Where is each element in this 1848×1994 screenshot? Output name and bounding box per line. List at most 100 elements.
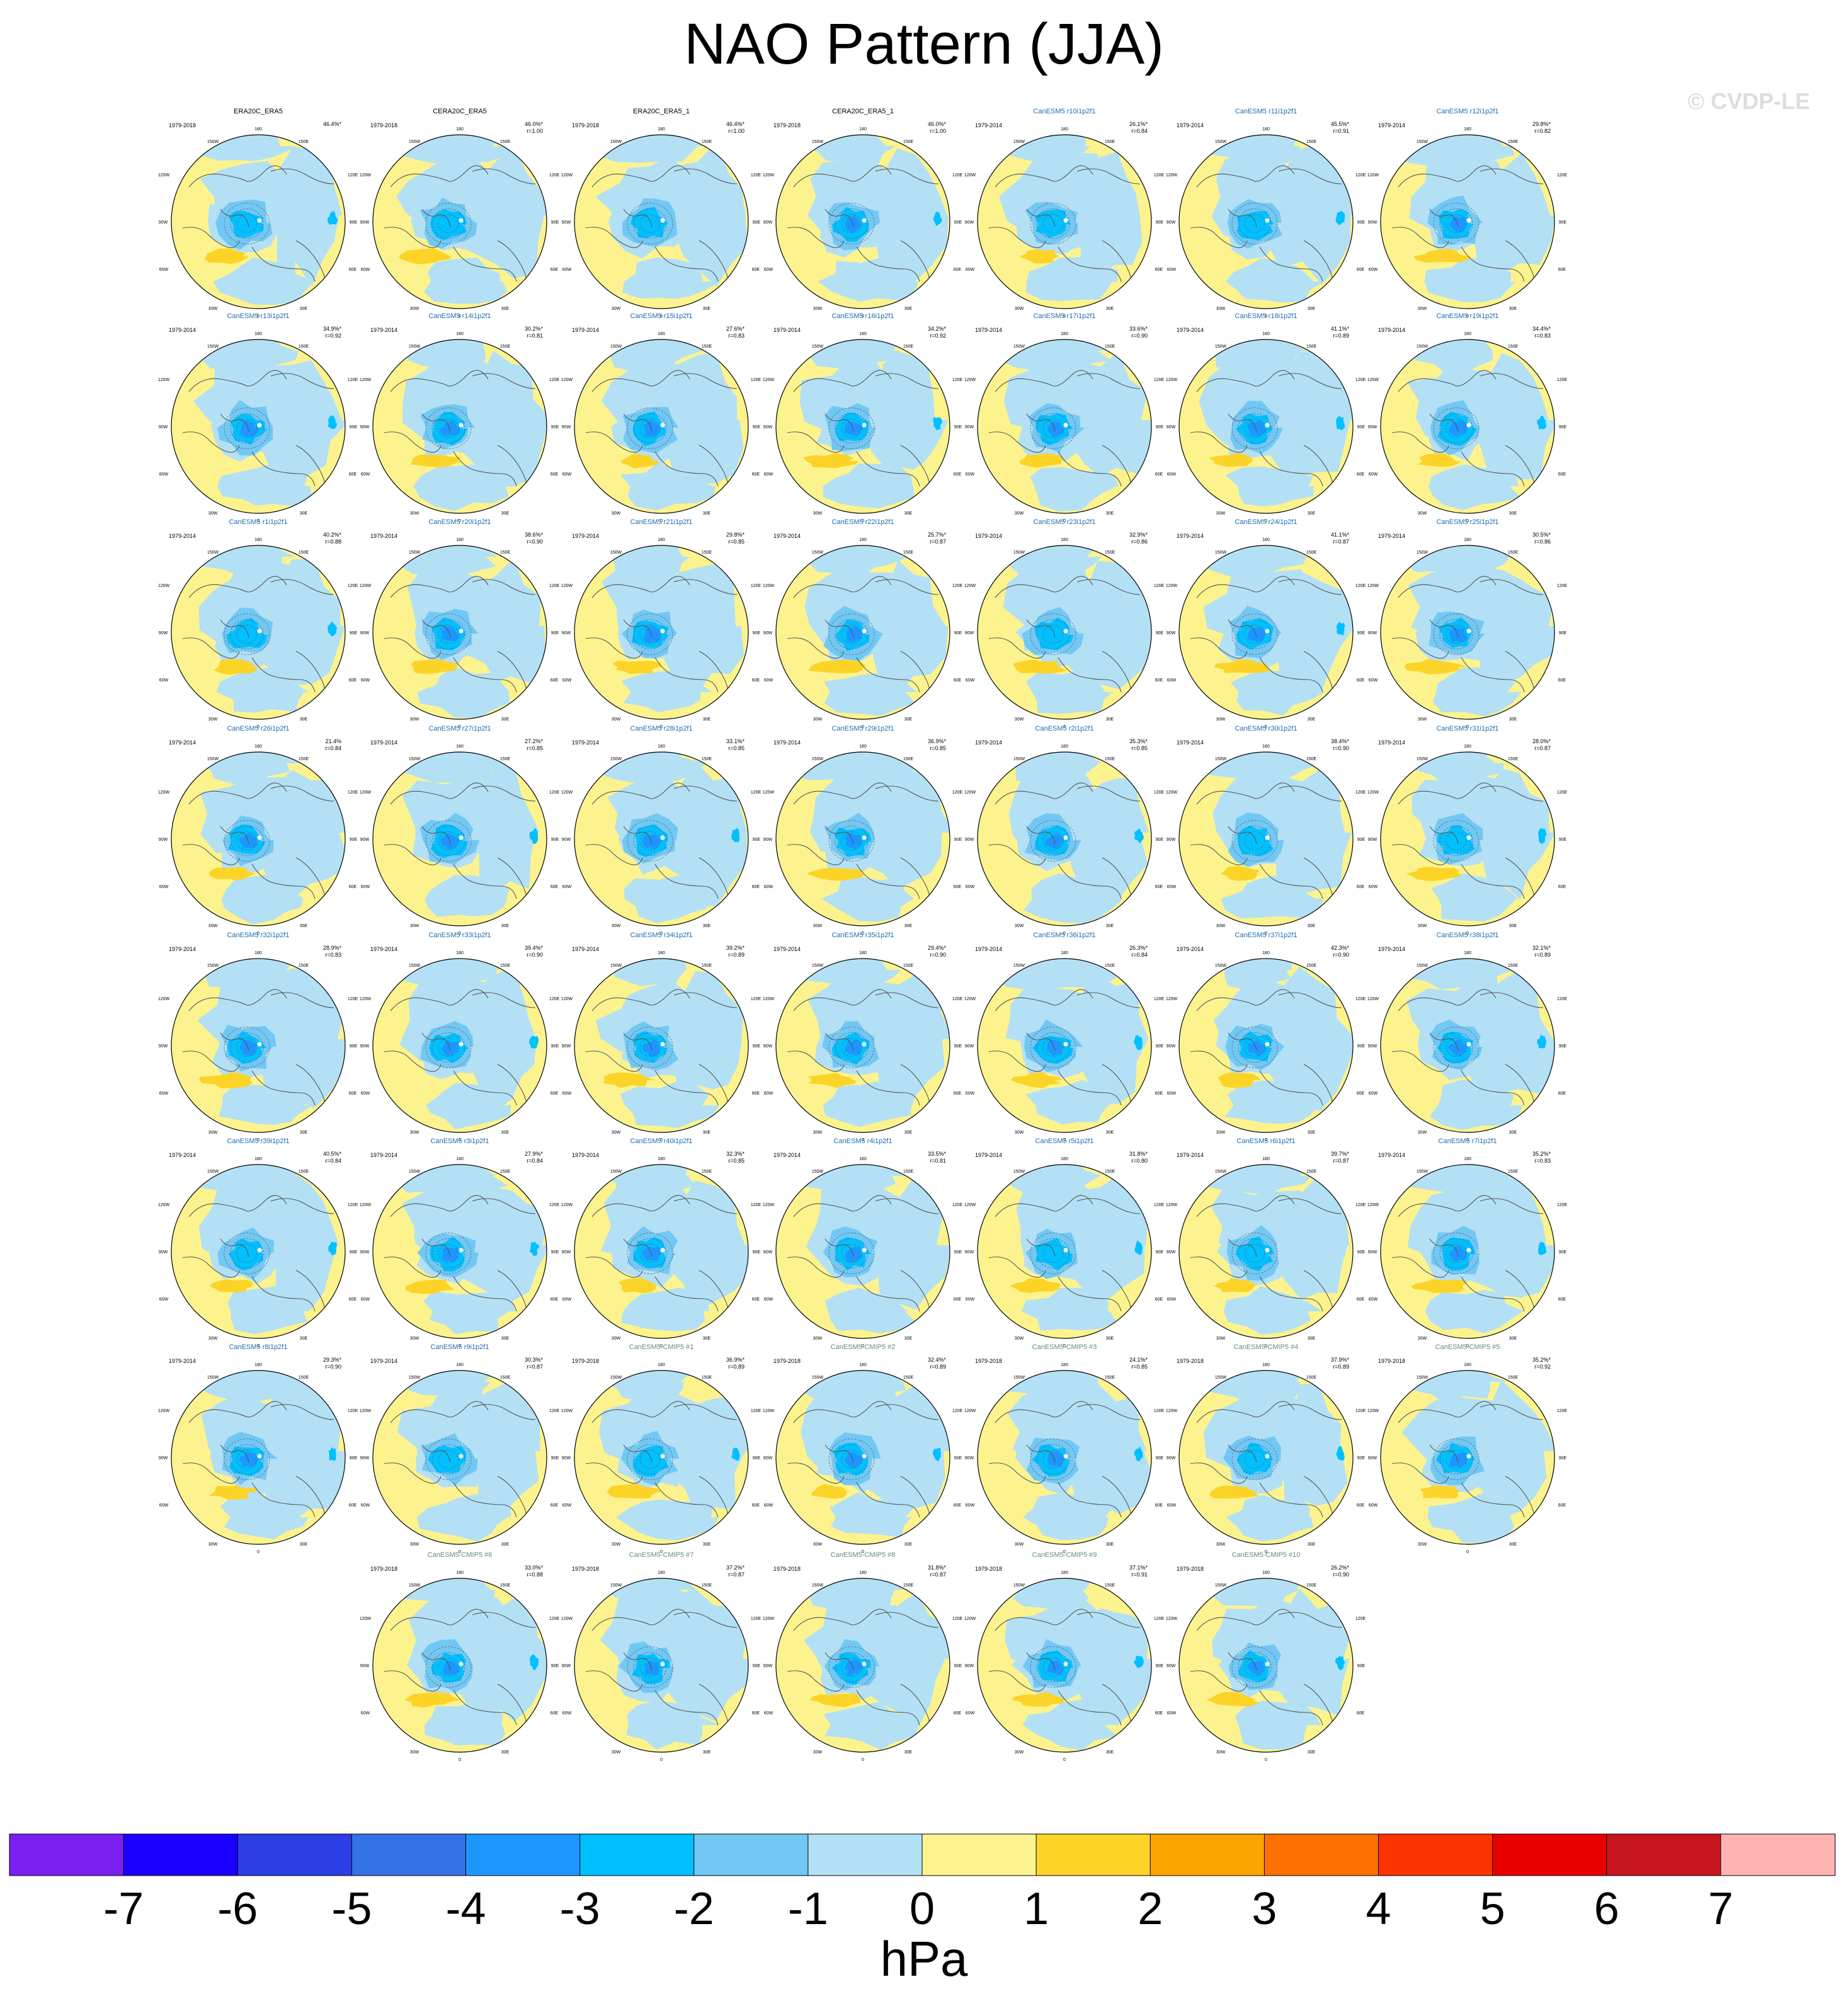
contour-line — [1036, 619, 1070, 649]
longitude-label: 60W — [562, 1091, 572, 1096]
map-field — [373, 1370, 547, 1544]
longitude-label: 120W — [360, 378, 372, 382]
map-field — [1179, 1165, 1353, 1338]
panel-title: CanESM5 r23i1p2f1 — [1033, 518, 1095, 526]
map-outline — [775, 1164, 950, 1339]
coastline — [995, 1195, 1093, 1217]
longitude-label: 0 — [1265, 725, 1267, 729]
negative-anomaly-spot — [327, 210, 338, 225]
longitude-label: 180 — [1262, 538, 1270, 542]
panel-title: CanESM5 r9i1p2f1 — [431, 1343, 489, 1351]
longitude-label: 150E — [299, 1376, 309, 1380]
contour-line — [224, 1439, 270, 1480]
longitude-label: 30E — [300, 1542, 308, 1547]
positive-anomaly-core — [806, 868, 865, 881]
map-outline — [977, 1164, 1152, 1339]
longitude-label: 90W — [1166, 1664, 1176, 1668]
positive-anomaly-core — [1411, 1279, 1468, 1293]
panel-percent-variance: 32.1%* — [1532, 945, 1551, 951]
map-outline — [1380, 751, 1555, 926]
longitude-label: 30W — [1216, 511, 1226, 516]
longitude-label: 60W — [361, 1711, 370, 1716]
negative-anomaly-core — [226, 618, 268, 649]
longitude-label: 30E — [703, 511, 711, 516]
negative-anomaly-spot — [1133, 1655, 1144, 1668]
negative-anomaly-core — [630, 207, 668, 239]
coastline — [875, 168, 939, 185]
longitude-label: 150E — [1508, 550, 1519, 555]
contour-line — [1446, 831, 1467, 850]
coastline — [1228, 1032, 1257, 1051]
longitude-label: 120W — [561, 584, 573, 588]
map-field — [978, 135, 1151, 309]
contour-line — [1036, 1238, 1070, 1268]
panel-title: CanESM5 r6i1p2f1 — [1237, 1137, 1296, 1145]
longitude-label: 90E — [954, 425, 962, 430]
contour-line — [425, 820, 472, 862]
longitude-label: 90W — [360, 1664, 370, 1668]
contour-line — [1036, 1444, 1070, 1474]
longitude-label: 60W — [562, 1711, 572, 1716]
longitude-label: 30E — [1106, 307, 1114, 311]
coastline — [188, 576, 287, 598]
longitude-label: 90E — [551, 631, 559, 635]
longitude-label: 150W — [1215, 1583, 1227, 1588]
contour-line — [224, 1027, 270, 1068]
map-outline — [1380, 545, 1555, 720]
coastline — [995, 989, 1093, 1011]
longitude-label: 60W — [1167, 885, 1177, 889]
panel-title: CanESM5-CMIP5 #4 — [1234, 1343, 1299, 1351]
pole-marker — [1063, 1042, 1068, 1047]
longitude-label: 150E — [1306, 1376, 1317, 1380]
longitude-label: 150W — [207, 345, 219, 349]
negative-anomaly-spot — [1335, 1656, 1345, 1670]
longitude-label: 120E — [1154, 378, 1165, 382]
longitude-label: 60E — [550, 678, 559, 683]
contour-line — [633, 826, 667, 856]
longitude-label: 120E — [952, 790, 963, 795]
coastline — [1461, 863, 1525, 899]
longitude-label: 30W — [612, 307, 621, 311]
contour-line — [835, 1238, 869, 1268]
longitude-label: 120W — [1166, 1409, 1178, 1413]
coastline — [1398, 165, 1497, 188]
coastline — [673, 1198, 738, 1214]
longitude-label: 0 — [257, 314, 260, 319]
longitude-label: 120W — [158, 790, 170, 795]
coastline — [220, 1032, 249, 1051]
longitude-label: 30W — [1418, 1542, 1427, 1547]
longitude-label: 150E — [903, 757, 914, 761]
positive-anomaly-core — [620, 453, 659, 469]
longitude-label: 30E — [703, 1542, 711, 1547]
longitude-label: 30W — [813, 1336, 823, 1341]
longitude-label: 60E — [752, 1297, 760, 1302]
coastline — [390, 165, 489, 188]
pole-marker — [660, 1248, 665, 1253]
panel-title: CanESM5-CMIP5 #3 — [1032, 1343, 1097, 1351]
longitude-label: 60W — [562, 268, 572, 272]
panel-title: CanESM5 r5i1p2f1 — [1035, 1137, 1094, 1145]
negative-anomaly-region — [989, 959, 1121, 991]
coastline — [1076, 1404, 1141, 1420]
map-field — [171, 135, 345, 309]
map-field — [776, 959, 950, 1132]
longitude-label: 90W — [763, 1250, 773, 1255]
coastline — [1190, 1670, 1248, 1692]
coastline — [384, 844, 442, 865]
longitude-label: 120W — [964, 1617, 976, 1621]
contour-line — [841, 1658, 862, 1677]
contour-line — [633, 1444, 667, 1474]
map-field — [574, 339, 748, 513]
contour-line — [1042, 831, 1064, 850]
longitude-label: 120E — [952, 378, 963, 382]
longitude-label: 150E — [299, 140, 309, 144]
longitude-label: 180 — [859, 1363, 867, 1367]
longitude-label: 0 — [1063, 931, 1066, 936]
longitude-label: 30E — [1106, 1750, 1114, 1755]
longitude-label: 60W — [1369, 1091, 1378, 1096]
longitude-label: 150W — [207, 1170, 219, 1174]
